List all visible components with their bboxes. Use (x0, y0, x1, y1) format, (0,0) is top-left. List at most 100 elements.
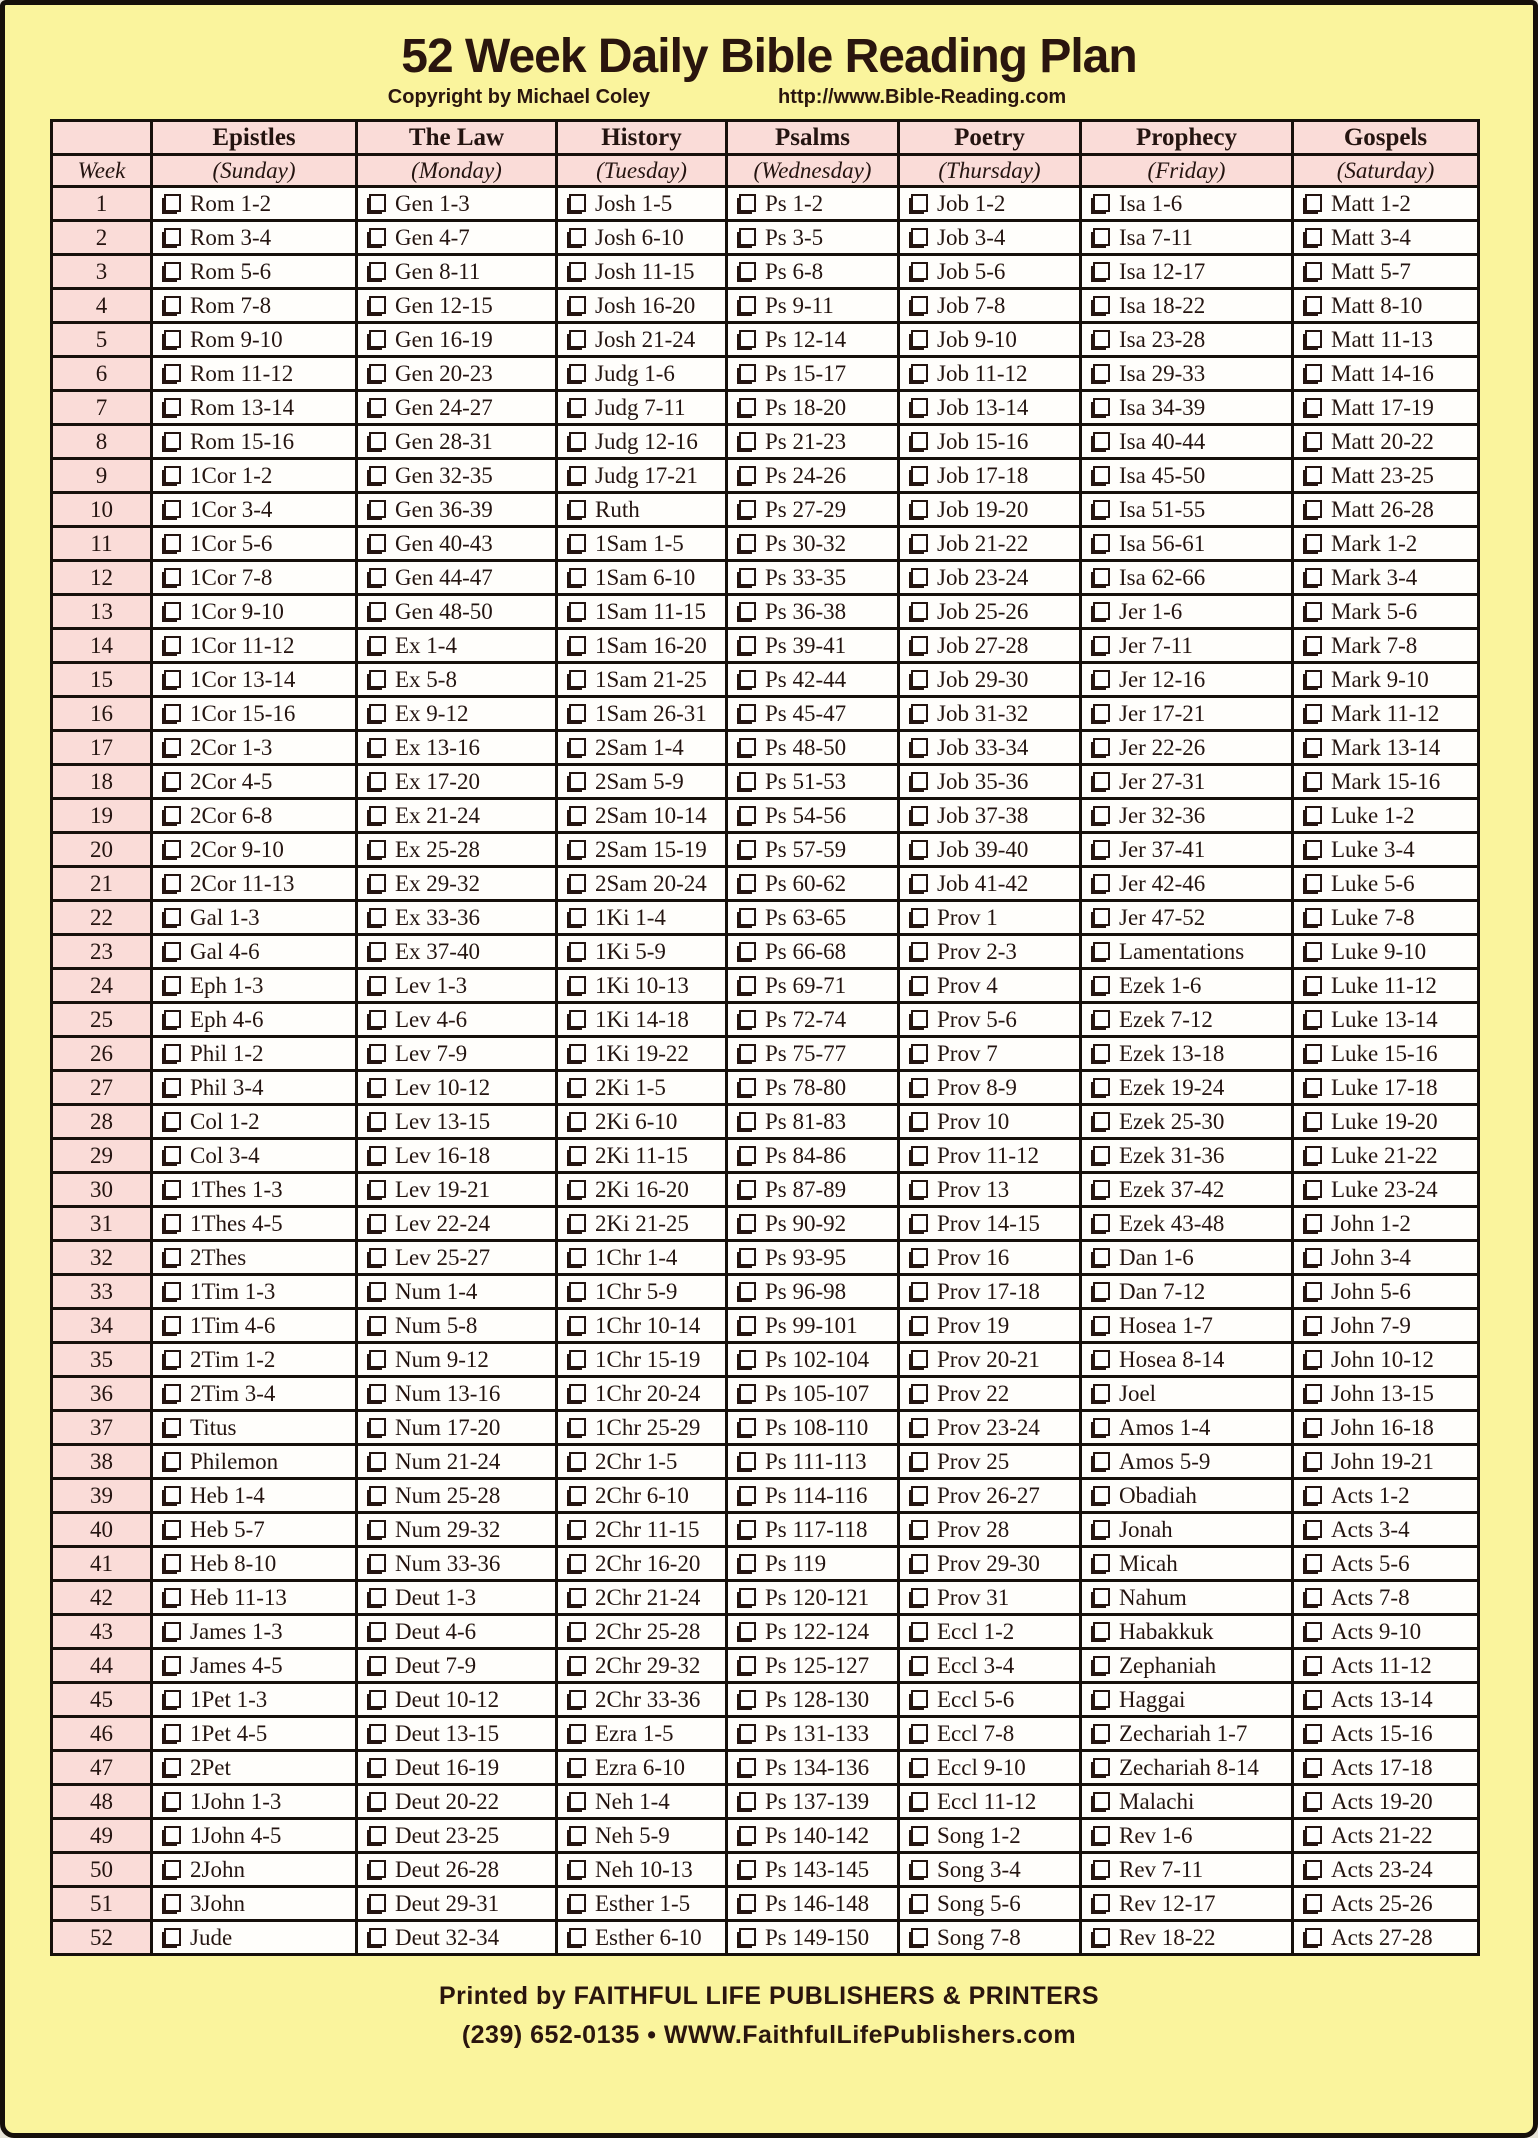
checkbox-icon[interactable] (739, 1927, 756, 1946)
checkbox-icon[interactable] (569, 1587, 586, 1606)
checkbox-icon[interactable] (739, 1315, 756, 1334)
checkbox-icon[interactable] (1305, 1315, 1322, 1334)
checkbox-icon[interactable] (739, 601, 756, 620)
checkbox-icon[interactable] (911, 193, 928, 212)
checkbox-icon[interactable] (1093, 1655, 1110, 1674)
checkbox-icon[interactable] (1093, 1451, 1110, 1470)
checkbox-icon[interactable] (1305, 533, 1322, 552)
checkbox-icon[interactable] (1093, 1315, 1110, 1334)
checkbox-icon[interactable] (164, 1893, 181, 1912)
checkbox-icon[interactable] (1305, 907, 1322, 926)
checkbox-icon[interactable] (369, 1655, 386, 1674)
checkbox-icon[interactable] (1305, 975, 1322, 994)
checkbox-icon[interactable] (1093, 1791, 1110, 1810)
checkbox-icon[interactable] (1305, 839, 1322, 858)
checkbox-icon[interactable] (164, 601, 181, 620)
checkbox-icon[interactable] (1093, 1043, 1110, 1062)
checkbox-icon[interactable] (164, 1213, 181, 1232)
checkbox-icon[interactable] (569, 737, 586, 756)
checkbox-icon[interactable] (369, 805, 386, 824)
checkbox-icon[interactable] (911, 1349, 928, 1368)
checkbox-icon[interactable] (739, 261, 756, 280)
checkbox-icon[interactable] (164, 1791, 181, 1810)
checkbox-icon[interactable] (164, 1485, 181, 1504)
checkbox-icon[interactable] (1093, 1519, 1110, 1538)
checkbox-icon[interactable] (569, 227, 586, 246)
checkbox-icon[interactable] (369, 703, 386, 722)
checkbox-icon[interactable] (369, 1621, 386, 1640)
checkbox-icon[interactable] (739, 1587, 756, 1606)
checkbox-icon[interactable] (911, 1587, 928, 1606)
checkbox-icon[interactable] (911, 1859, 928, 1878)
checkbox-icon[interactable] (911, 567, 928, 586)
checkbox-icon[interactable] (369, 1281, 386, 1300)
checkbox-icon[interactable] (369, 1043, 386, 1062)
checkbox-icon[interactable] (1093, 499, 1110, 518)
checkbox-icon[interactable] (1093, 907, 1110, 926)
checkbox-icon[interactable] (1305, 261, 1322, 280)
checkbox-icon[interactable] (911, 1111, 928, 1130)
checkbox-icon[interactable] (739, 1757, 756, 1776)
checkbox-icon[interactable] (569, 1179, 586, 1198)
checkbox-icon[interactable] (164, 567, 181, 586)
checkbox-icon[interactable] (569, 295, 586, 314)
checkbox-icon[interactable] (1093, 1587, 1110, 1606)
checkbox-icon[interactable] (739, 533, 756, 552)
checkbox-icon[interactable] (1305, 1009, 1322, 1028)
checkbox-icon[interactable] (911, 1791, 928, 1810)
checkbox-icon[interactable] (569, 1485, 586, 1504)
checkbox-icon[interactable] (369, 1213, 386, 1232)
checkbox-icon[interactable] (1093, 1485, 1110, 1504)
checkbox-icon[interactable] (369, 1247, 386, 1266)
checkbox-icon[interactable] (569, 397, 586, 416)
checkbox-icon[interactable] (1093, 1179, 1110, 1198)
checkbox-icon[interactable] (1305, 1723, 1322, 1742)
checkbox-icon[interactable] (1305, 805, 1322, 824)
checkbox-icon[interactable] (739, 1009, 756, 1028)
checkbox-icon[interactable] (164, 771, 181, 790)
checkbox-icon[interactable] (369, 567, 386, 586)
checkbox-icon[interactable] (164, 397, 181, 416)
checkbox-icon[interactable] (739, 975, 756, 994)
checkbox-icon[interactable] (164, 1145, 181, 1164)
checkbox-icon[interactable] (164, 1587, 181, 1606)
checkbox-icon[interactable] (569, 363, 586, 382)
checkbox-icon[interactable] (1305, 737, 1322, 756)
checkbox-icon[interactable] (1093, 363, 1110, 382)
checkbox-icon[interactable] (911, 1621, 928, 1640)
checkbox-icon[interactable] (569, 1927, 586, 1946)
checkbox-icon[interactable] (164, 1927, 181, 1946)
checkbox-icon[interactable] (1305, 295, 1322, 314)
checkbox-icon[interactable] (911, 329, 928, 348)
checkbox-icon[interactable] (164, 907, 181, 926)
checkbox-icon[interactable] (739, 1417, 756, 1436)
checkbox-icon[interactable] (369, 1417, 386, 1436)
checkbox-icon[interactable] (569, 907, 586, 926)
checkbox-icon[interactable] (1093, 1009, 1110, 1028)
checkbox-icon[interactable] (1305, 1485, 1322, 1504)
checkbox-icon[interactable] (369, 1451, 386, 1470)
checkbox-icon[interactable] (1305, 1383, 1322, 1402)
checkbox-icon[interactable] (911, 1417, 928, 1436)
checkbox-icon[interactable] (369, 1009, 386, 1028)
checkbox-icon[interactable] (911, 1145, 928, 1164)
checkbox-icon[interactable] (1305, 1247, 1322, 1266)
checkbox-icon[interactable] (569, 1553, 586, 1572)
checkbox-icon[interactable] (911, 1009, 928, 1028)
checkbox-icon[interactable] (1093, 397, 1110, 416)
checkbox-icon[interactable] (369, 975, 386, 994)
checkbox-icon[interactable] (369, 295, 386, 314)
checkbox-icon[interactable] (911, 465, 928, 484)
checkbox-icon[interactable] (1305, 1621, 1322, 1640)
checkbox-icon[interactable] (1093, 1825, 1110, 1844)
checkbox-icon[interactable] (369, 1723, 386, 1742)
checkbox-icon[interactable] (569, 1655, 586, 1674)
checkbox-icon[interactable] (739, 1179, 756, 1198)
checkbox-icon[interactable] (739, 941, 756, 960)
checkbox-icon[interactable] (1305, 1111, 1322, 1130)
checkbox-icon[interactable] (1093, 227, 1110, 246)
checkbox-icon[interactable] (911, 907, 928, 926)
checkbox-icon[interactable] (911, 499, 928, 518)
checkbox-icon[interactable] (569, 329, 586, 348)
checkbox-icon[interactable] (739, 1791, 756, 1810)
